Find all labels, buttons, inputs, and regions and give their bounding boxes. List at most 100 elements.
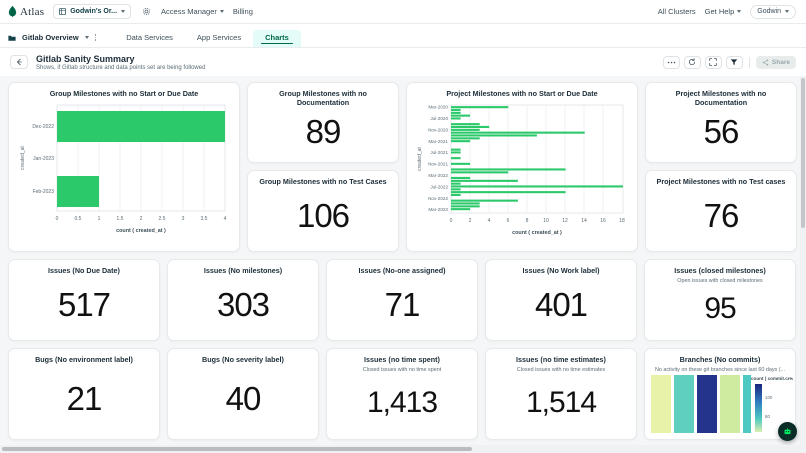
card-subtitle: No activity on these git branches since …	[654, 366, 786, 373]
card-project-milestones-no-start-due[interactable]: Project Milestones with no Start or Due …	[406, 82, 638, 252]
project-more-menu[interactable]	[94, 34, 97, 41]
all-clusters-link[interactable]: All Clusters	[658, 7, 696, 16]
billing-label: Billing	[232, 7, 253, 16]
svg-text:14: 14	[581, 218, 587, 224]
card-bugs-no-severity-label[interactable]: Bugs (No severity label) 40	[167, 348, 319, 440]
card-title: Issues (no time estimates)	[516, 355, 606, 364]
card-issues-no-time-estimates[interactable]: Issues (no time estimates) Closed issues…	[485, 348, 637, 440]
help-assistant-button[interactable]	[778, 422, 797, 441]
svg-text:8: 8	[526, 218, 529, 224]
refresh-button[interactable]	[683, 55, 701, 69]
svg-text:4: 4	[488, 218, 491, 224]
svg-text:Mar-2021: Mar-2021	[428, 138, 448, 143]
grid-row-2: Issues (No Due Date) 517 Issues (No mile…	[8, 259, 798, 341]
card-title: Group Milestones with no Start or Due Da…	[49, 89, 199, 98]
svg-text:Dec-2022: Dec-2022	[32, 124, 54, 130]
card-project-milestones-no-test-cases[interactable]: Project Milestones with no Test cases 76	[645, 170, 797, 252]
svg-text:100: 100	[765, 395, 773, 400]
kpi-column-group: Group Milestones with no Documentation 8…	[247, 82, 399, 252]
atlas-logo[interactable]: Atlas	[8, 6, 44, 18]
card-title: Issues (No-one assigned)	[358, 266, 446, 275]
chevron-down-icon	[737, 10, 742, 13]
kpi-value: 21	[66, 380, 103, 418]
card-group-milestones-no-documentation[interactable]: Group Milestones with no Documentation 8…	[247, 82, 399, 163]
card-issues-no-milestones[interactable]: Issues (No milestones) 303	[167, 259, 319, 341]
user-menu[interactable]: Godwin	[750, 4, 796, 19]
svg-text:1: 1	[98, 216, 101, 222]
card-subtitle: Closed issues with no time spent	[362, 366, 442, 373]
tab-data-services[interactable]: Data Services	[114, 30, 185, 47]
svg-text:6: 6	[507, 218, 510, 224]
vertical-scrollbar[interactable]	[800, 76, 806, 445]
get-help-menu[interactable]: Get Help	[705, 7, 742, 16]
vertical-scrollbar-thumb[interactable]	[801, 78, 805, 228]
svg-text:count ( created_at ): count ( created_at )	[512, 230, 562, 236]
share-button[interactable]: Share	[755, 55, 796, 69]
svg-text:0: 0	[450, 218, 453, 224]
tab-app-services[interactable]: App Services	[185, 30, 253, 47]
grid-row-3: Bugs (No environment label) 21 Bugs (No …	[8, 348, 798, 440]
svg-text:Jul-2021: Jul-2021	[430, 150, 448, 155]
fullscreen-icon	[709, 58, 718, 66]
svg-text:Jul-2020: Jul-2020	[430, 116, 448, 121]
dashboard-header: Gitlab Sanity Summary Shows, if Gitlab s…	[0, 48, 806, 76]
kpi-value: 95	[704, 292, 736, 326]
user-name: Godwin	[757, 8, 781, 15]
card-title: Bugs (No environment label)	[35, 355, 133, 364]
tab-charts[interactable]: Charts	[253, 30, 301, 47]
svg-text:Nov-2020: Nov-2020	[428, 127, 448, 132]
chevron-down-icon[interactable]	[84, 36, 89, 39]
brand-name: Atlas	[20, 5, 45, 18]
kpi-value: 517	[57, 286, 111, 324]
access-manager-menu[interactable]: Access Manager	[161, 7, 224, 16]
access-manager-label: Access Manager	[161, 7, 217, 16]
assistant-icon	[784, 428, 791, 435]
tab-label: Charts	[265, 33, 289, 42]
svg-text:10: 10	[543, 218, 549, 224]
kpi-column-project: Project Milestones with no Documentation…	[645, 82, 797, 252]
arrow-left-icon	[17, 58, 22, 66]
chart-project-milestones-bar: Mar-2020 Jul-2020 Nov-2020 Mar-2021 Jul-…	[413, 99, 631, 245]
chevron-down-icon	[219, 10, 224, 13]
kpi-value: 56	[703, 113, 740, 151]
dashboard-titles: Gitlab Sanity Summary Shows, if Gitlab s…	[36, 54, 205, 71]
more-options-button[interactable]	[662, 55, 680, 69]
org-selector[interactable]: Godwin's Or...	[53, 4, 132, 19]
billing-link[interactable]: Billing	[233, 7, 253, 16]
card-bugs-no-environment-label[interactable]: Bugs (No environment label) 21	[8, 348, 160, 440]
card-issues-closed-milestones[interactable]: Issues (closed milestones) Open issues w…	[644, 259, 796, 341]
horizontal-scrollbar[interactable]	[0, 445, 806, 453]
card-group-milestones-no-test-cases[interactable]: Group Milestones with no Test Cases 106	[247, 170, 399, 252]
card-issues-no-time-spent[interactable]: Issues (no time spent) Closed issues wit…	[326, 348, 478, 440]
card-issues-no-work-label[interactable]: Issues (No Work label) 401	[485, 259, 637, 341]
tab-label: Data Services	[126, 33, 173, 42]
card-issues-no-due-date[interactable]: Issues (No Due Date) 517	[8, 259, 160, 341]
chart-grid: Group Milestones with no Start or Due Da…	[8, 82, 798, 453]
svg-text:0: 0	[56, 216, 59, 222]
filter-icon	[731, 59, 738, 65]
card-group-milestones-no-start-due[interactable]: Group Milestones with no Start or Due Da…	[8, 82, 240, 252]
ellipsis-icon	[667, 61, 676, 63]
kpi-value: 106	[296, 197, 350, 235]
settings-button[interactable]	[140, 6, 152, 18]
horizontal-scrollbar-thumb[interactable]	[2, 447, 472, 451]
fullscreen-button[interactable]	[704, 55, 722, 69]
filter-button[interactable]	[725, 55, 743, 69]
kpi-value: 76	[703, 197, 740, 235]
svg-text:16: 16	[600, 218, 606, 224]
card-issues-no-one-assigned[interactable]: Issues (No-one assigned) 71	[326, 259, 478, 341]
global-topbar: Atlas Godwin's Or... Access Manager Bill…	[0, 0, 806, 24]
svg-text:Feb-2023: Feb-2023	[33, 189, 55, 195]
card-title: Branches (No commits)	[679, 355, 761, 364]
card-project-milestones-no-documentation[interactable]: Project Milestones with no Documentation…	[645, 82, 797, 163]
dashboard-canvas[interactable]: Group Milestones with no Start or Due Da…	[0, 76, 806, 453]
card-branches-no-commits[interactable]: Branches (No commits) No activity on the…	[644, 348, 796, 440]
svg-text:18: 18	[619, 218, 625, 224]
kpi-value: 303	[216, 286, 270, 324]
card-title: Project Milestones with no Test cases	[656, 177, 786, 186]
svg-text:Mar-2022: Mar-2022	[428, 173, 448, 178]
get-help-label: Get Help	[704, 7, 735, 16]
back-button[interactable]	[10, 55, 28, 69]
svg-text:4: 4	[224, 216, 227, 222]
